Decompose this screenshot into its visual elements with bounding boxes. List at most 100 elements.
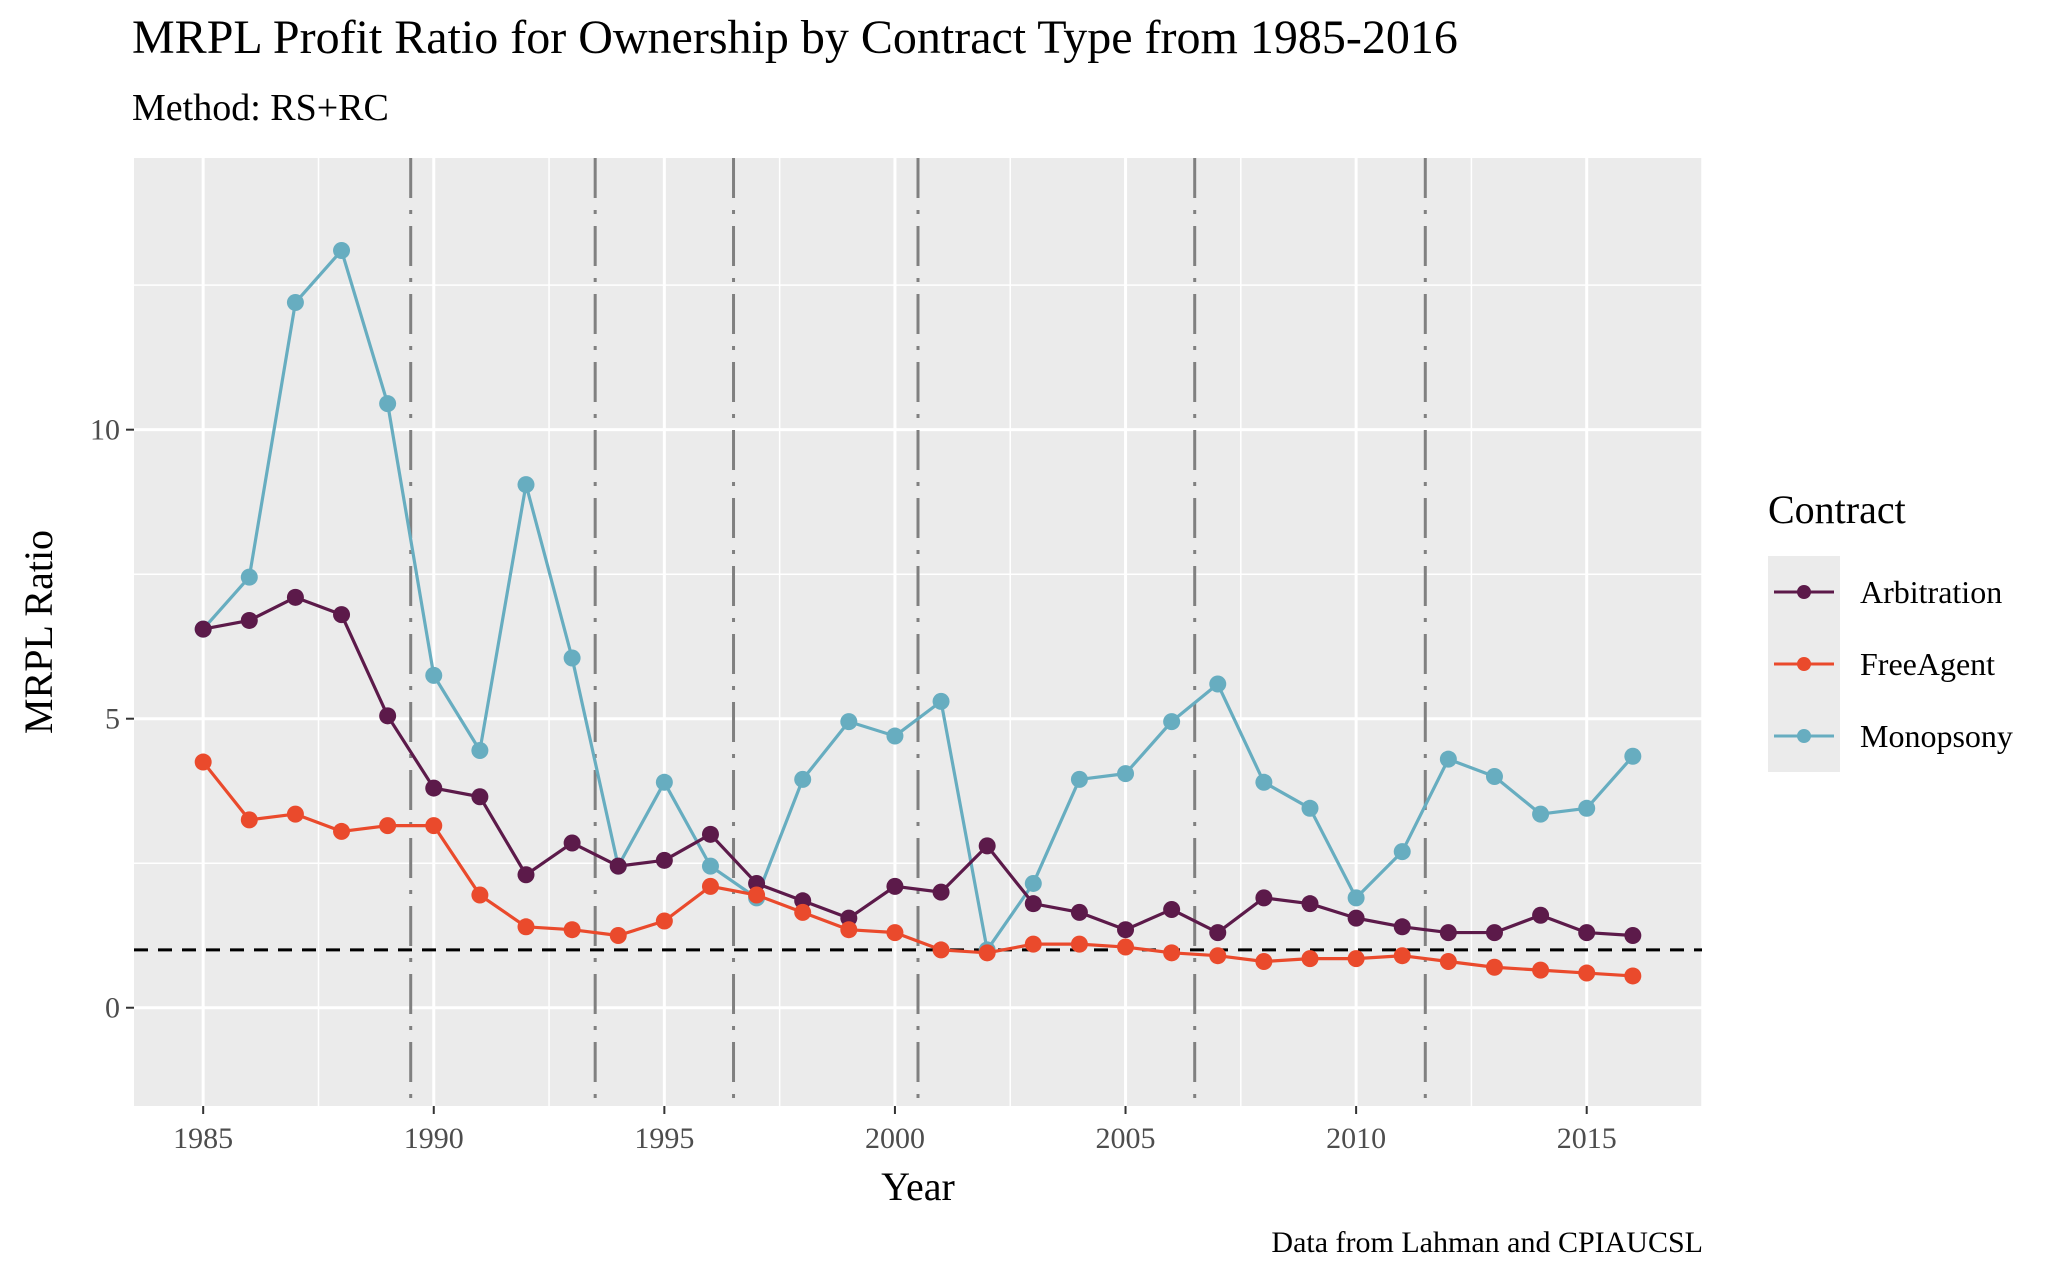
data-point-monopsony bbox=[1255, 773, 1273, 791]
data-point-arbitration bbox=[517, 866, 535, 884]
data-point-monopsony bbox=[333, 241, 351, 259]
data-point-monopsony bbox=[1532, 805, 1550, 823]
data-point-arbitration bbox=[379, 707, 397, 725]
data-point-freeagent bbox=[1024, 935, 1042, 953]
data-point-monopsony bbox=[886, 727, 904, 745]
data-point-monopsony bbox=[932, 692, 950, 710]
chart-subtitle: Method: RS+RC bbox=[132, 87, 389, 129]
data-point-arbitration bbox=[1532, 906, 1550, 924]
data-point-arbitration bbox=[655, 851, 673, 869]
data-point-arbitration bbox=[1024, 895, 1042, 913]
data-point-arbitration bbox=[1070, 903, 1088, 921]
data-point-monopsony bbox=[379, 395, 397, 413]
data-point-arbitration bbox=[978, 837, 996, 855]
y-tick-label: 5 bbox=[105, 703, 120, 736]
chart-title: MRPL Profit Ratio for Ownership by Contr… bbox=[132, 11, 1458, 64]
legend-label: FreeAgent bbox=[1860, 646, 1996, 682]
data-point-freeagent bbox=[333, 822, 351, 840]
data-point-arbitration bbox=[471, 788, 489, 806]
data-point-freeagent bbox=[1070, 935, 1088, 953]
x-tick-label: 1990 bbox=[404, 1122, 464, 1155]
y-tick-label: 0 bbox=[105, 992, 120, 1025]
data-point-freeagent bbox=[609, 926, 627, 944]
data-point-freeagent bbox=[978, 944, 996, 962]
data-point-freeagent bbox=[240, 811, 258, 829]
data-point-freeagent bbox=[886, 924, 904, 942]
data-point-freeagent bbox=[840, 921, 858, 939]
y-axis-title: MRPL Ratio bbox=[16, 530, 61, 734]
data-point-freeagent bbox=[563, 921, 581, 939]
data-point-freeagent bbox=[1439, 952, 1457, 970]
data-point-monopsony bbox=[1624, 747, 1642, 765]
data-point-freeagent bbox=[194, 753, 212, 771]
data-point-arbitration bbox=[1347, 909, 1365, 927]
data-point-arbitration bbox=[1255, 889, 1273, 907]
data-point-monopsony bbox=[240, 568, 258, 586]
data-point-monopsony bbox=[840, 713, 858, 731]
x-tick-label: 2015 bbox=[1557, 1122, 1617, 1155]
data-point-monopsony bbox=[701, 857, 719, 875]
data-point-monopsony bbox=[517, 476, 535, 494]
data-point-freeagent bbox=[286, 805, 304, 823]
data-point-freeagent bbox=[379, 817, 397, 835]
legend-label: Monopsony bbox=[1860, 718, 2013, 754]
legend-swatch-arbitration bbox=[1774, 585, 1834, 599]
data-point-arbitration bbox=[886, 877, 904, 895]
data-point-monopsony bbox=[1117, 765, 1135, 783]
data-point-monopsony bbox=[1485, 768, 1503, 786]
data-point-arbitration bbox=[1163, 900, 1181, 918]
data-point-monopsony bbox=[1439, 750, 1457, 768]
data-point-arbitration bbox=[1439, 924, 1457, 942]
legend-label: Arbitration bbox=[1860, 574, 2003, 610]
data-point-arbitration bbox=[563, 834, 581, 852]
legend-swatch-freeagent bbox=[1774, 657, 1834, 671]
data-point-freeagent bbox=[471, 886, 489, 904]
data-point-arbitration bbox=[932, 883, 950, 901]
data-point-monopsony bbox=[286, 294, 304, 312]
data-point-freeagent bbox=[1578, 964, 1596, 982]
data-point-freeagent bbox=[1532, 961, 1550, 979]
data-point-freeagent bbox=[701, 877, 719, 895]
legend-item-arbitration: Arbitration bbox=[1768, 556, 2071, 628]
data-point-freeagent bbox=[1347, 950, 1365, 968]
data-point-monopsony bbox=[1209, 675, 1227, 693]
data-point-freeagent bbox=[1255, 952, 1273, 970]
data-point-arbitration bbox=[286, 588, 304, 606]
data-point-freeagent bbox=[425, 817, 443, 835]
data-point-arbitration bbox=[1117, 921, 1135, 939]
data-point-freeagent bbox=[1624, 967, 1642, 985]
data-point-arbitration bbox=[1624, 926, 1642, 944]
data-point-freeagent bbox=[1117, 938, 1135, 956]
data-point-arbitration bbox=[701, 825, 719, 843]
data-point-monopsony bbox=[1393, 843, 1411, 861]
data-point-monopsony bbox=[1347, 889, 1365, 907]
data-point-monopsony bbox=[425, 666, 443, 684]
data-point-freeagent bbox=[1163, 944, 1181, 962]
x-tick-label: 1985 bbox=[173, 1122, 233, 1155]
x-tick-label: 2005 bbox=[1096, 1122, 1156, 1155]
x-tick-label: 2000 bbox=[865, 1122, 925, 1155]
data-point-arbitration bbox=[240, 611, 258, 629]
data-point-arbitration bbox=[1485, 924, 1503, 942]
legend: Contract Arbitration FreeAgent Monopsony bbox=[1768, 486, 2013, 772]
x-tick-label: 2010 bbox=[1326, 1122, 1386, 1155]
data-point-freeagent bbox=[655, 912, 673, 930]
legend-swatch-monopsony bbox=[1774, 729, 1834, 743]
data-point-monopsony bbox=[1301, 799, 1319, 817]
data-point-monopsony bbox=[1163, 713, 1181, 731]
data-point-arbitration bbox=[194, 620, 212, 638]
data-point-freeagent bbox=[1209, 947, 1227, 965]
data-point-freeagent bbox=[1301, 950, 1319, 968]
data-point-monopsony bbox=[563, 649, 581, 667]
series-line-monopsony bbox=[201, 248, 1635, 952]
y-tick-label: 10 bbox=[90, 414, 120, 447]
data-point-freeagent bbox=[1485, 958, 1503, 976]
legend-item-freeagent: FreeAgent bbox=[1768, 628, 2071, 700]
data-point-freeagent bbox=[1393, 947, 1411, 965]
data-source-caption: Data from Lahman and CPIAUCSL bbox=[1271, 1226, 1703, 1259]
data-point-freeagent bbox=[794, 903, 812, 921]
data-point-arbitration bbox=[1209, 924, 1227, 942]
legend-item-monopsony: Monopsony bbox=[1768, 700, 2071, 772]
data-point-monopsony bbox=[1070, 770, 1088, 788]
